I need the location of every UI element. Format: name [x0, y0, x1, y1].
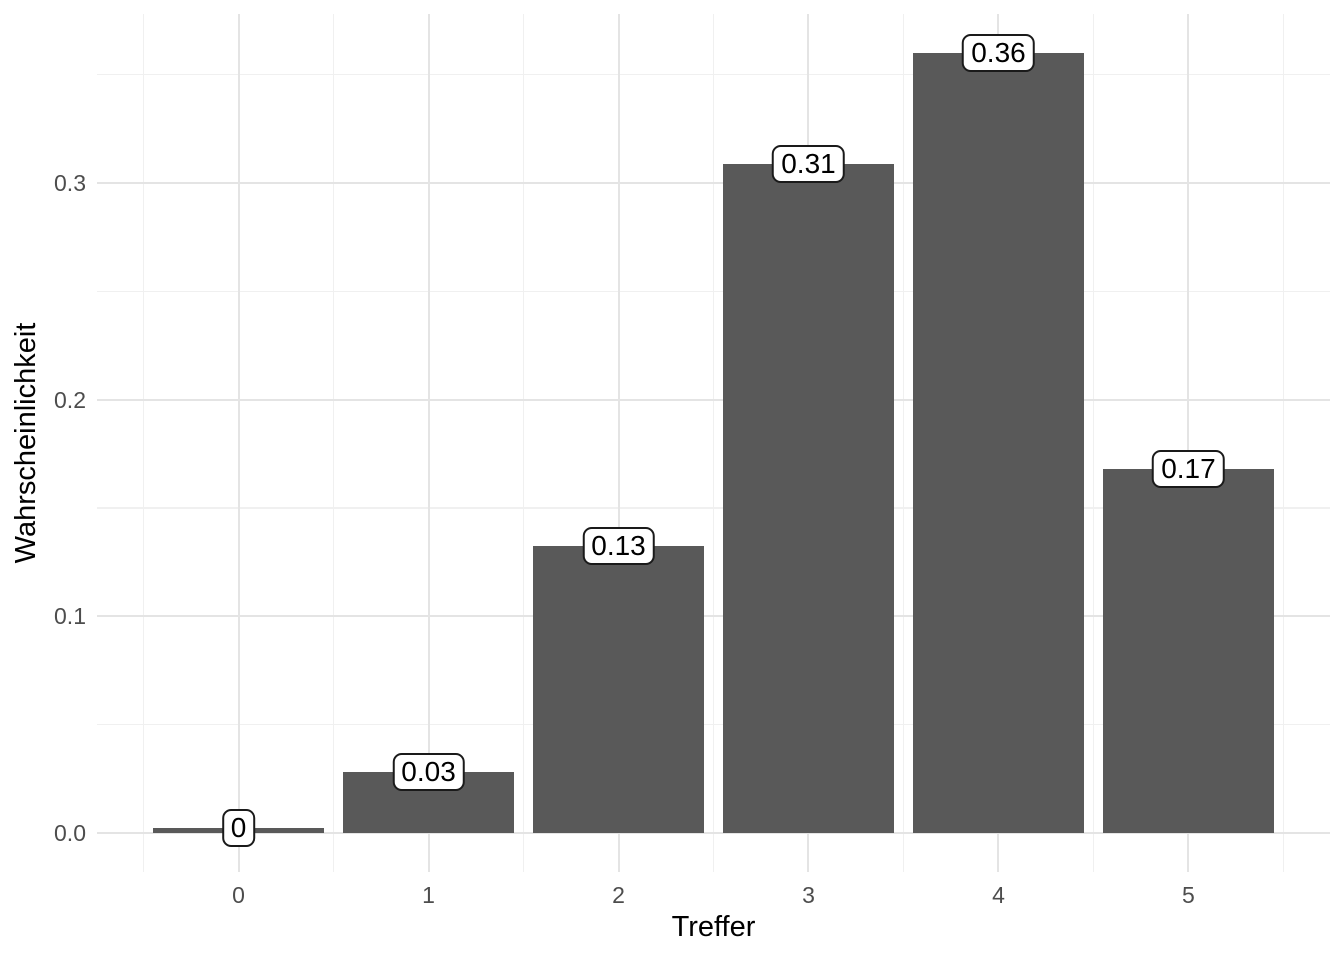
y-tick-label-0.1: 0.1 [54, 603, 86, 630]
gridline-x-minor [142, 14, 145, 872]
bar-value-label-3: 0.31 [772, 145, 845, 184]
bar-5 [1102, 468, 1274, 833]
gridline-x-minor [1092, 14, 1095, 872]
bar-2 [533, 546, 704, 833]
gridline-y-major [97, 182, 1330, 184]
x-tick-label-0: 0 [232, 882, 245, 908]
gridline-x-minor [522, 14, 525, 872]
x-tick-label-2: 2 [612, 882, 625, 908]
gridline-x-minor [1282, 14, 1285, 872]
x-tick-label-1: 1 [422, 882, 435, 908]
x-tick-label-3: 3 [802, 882, 815, 908]
x-tick-label-5: 5 [1182, 882, 1195, 908]
bar-value-label-0: 0 [221, 808, 256, 847]
bar-value-label-4: 0.36 [962, 33, 1035, 72]
gridline-x-major [427, 14, 430, 872]
y-tick-label-0.2: 0.2 [54, 386, 86, 413]
gridline-x-minor [332, 14, 335, 872]
y-tick-label-0.0: 0.0 [54, 820, 86, 846]
gridline-y-major [97, 832, 1330, 834]
bar-value-label-2: 0.13 [582, 527, 655, 566]
gridline-x-minor [712, 14, 715, 872]
gridline-y-major [97, 398, 1330, 401]
bar-3 [722, 164, 894, 833]
gridline-x-minor [902, 14, 905, 872]
bar-value-label-5: 0.17 [1152, 449, 1225, 488]
y-axis-title: Wahrscheinlichkeit [10, 322, 42, 564]
x-tick-label-4: 4 [992, 882, 1005, 908]
bar-value-label-1: 0.03 [392, 752, 465, 791]
gridline-x-major [1187, 14, 1190, 872]
x-axis-title: Treffer [671, 911, 756, 943]
y-tick-label-0.3: 0.3 [54, 170, 86, 196]
gridline-x-major [237, 14, 240, 872]
gridline-x-major [617, 14, 620, 872]
gridline-y-major [97, 615, 1330, 618]
bar-4 [912, 52, 1084, 833]
